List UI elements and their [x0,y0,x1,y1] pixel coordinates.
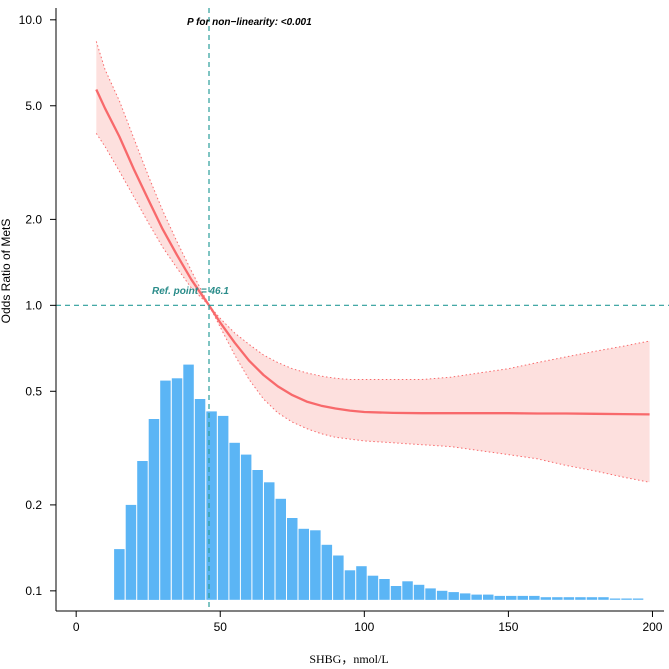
histogram-bar [287,518,298,600]
axes-layer: 0 50 100 150 200 0.1 0.2 0.5 1.0 2.0 5.0 10.0 [19,8,664,634]
y-tick-label: 0.1 [25,584,42,598]
odds-ratio-curve [95,89,650,416]
histogram-layer [114,364,644,600]
histogram-bar [494,595,505,600]
histogram-bar [483,594,494,600]
histogram-bar [517,595,528,600]
histogram-bar [252,470,263,600]
histogram-bar [436,590,448,600]
x-tick-label: 150 [498,620,518,634]
histogram-bar [379,579,390,600]
histogram-bar [632,598,644,600]
reference-point-label: Ref. point = 46.1 [152,286,229,297]
histogram-bar [621,598,632,600]
histogram-bar [298,528,309,600]
curve-layer [95,41,650,483]
histogram-bar [344,570,356,600]
histogram-bar [529,595,540,600]
upper-ci-line [95,41,650,380]
histogram-bar [459,593,471,600]
histogram-bar [413,584,425,600]
histogram-bar [390,586,402,600]
histogram-bar [540,597,552,600]
x-tick-label: 50 [214,620,228,634]
reference-lines-layer [56,8,669,611]
confidence-band-layer [96,41,650,483]
nonlinearity-annotation: P for non−linearity: <0.001 [187,17,312,28]
histogram-bar [183,364,194,600]
y-tick-label: 0.5 [25,384,42,398]
y-tick-label: 0.2 [25,498,42,512]
histogram-bar [586,597,598,600]
histogram-bar [506,595,517,600]
y-tick-label: 2.0 [25,212,42,226]
y-tick-label: 10.0 [19,13,43,27]
histogram-bar [575,597,586,600]
histogram-bar [264,482,275,600]
histogram-bar [125,504,137,600]
x-tick-label: 200 [642,620,662,634]
y-tick-label: 1.0 [25,298,42,312]
histogram-bar [137,461,148,600]
histogram-bar [206,411,217,600]
histogram-bar [609,598,621,600]
histogram-bar [402,581,413,600]
x-axis-label: SHBG，nmol/L [309,652,388,666]
histogram-bar [114,549,125,600]
lower-ci-line [95,133,650,483]
histogram-bar [598,597,609,600]
confidence-band [96,41,650,483]
x-tick-label: 100 [354,620,374,634]
y-axis-label: Odds Ratio of MetS [0,219,13,324]
histogram-bar [229,442,240,600]
histogram-bar [367,575,379,600]
histogram-bar [148,419,160,600]
histogram-bar [217,415,229,600]
x-tick-label: 0 [73,620,80,634]
histogram-bar [563,597,575,600]
histogram-bar [471,594,482,600]
histogram-bar [310,530,321,600]
histogram-bar [425,588,436,600]
histogram-bar [333,555,344,600]
histogram-bar [321,544,333,600]
histogram-bar [240,454,252,600]
histogram-bar [448,592,459,600]
histogram-bar [160,380,171,600]
histogram-bar [171,378,183,600]
histogram-bar [275,498,286,600]
histogram-bar [194,399,206,600]
histogram-bar [356,566,367,600]
histogram-bar [552,597,563,600]
y-tick-label: 5.0 [25,99,42,113]
